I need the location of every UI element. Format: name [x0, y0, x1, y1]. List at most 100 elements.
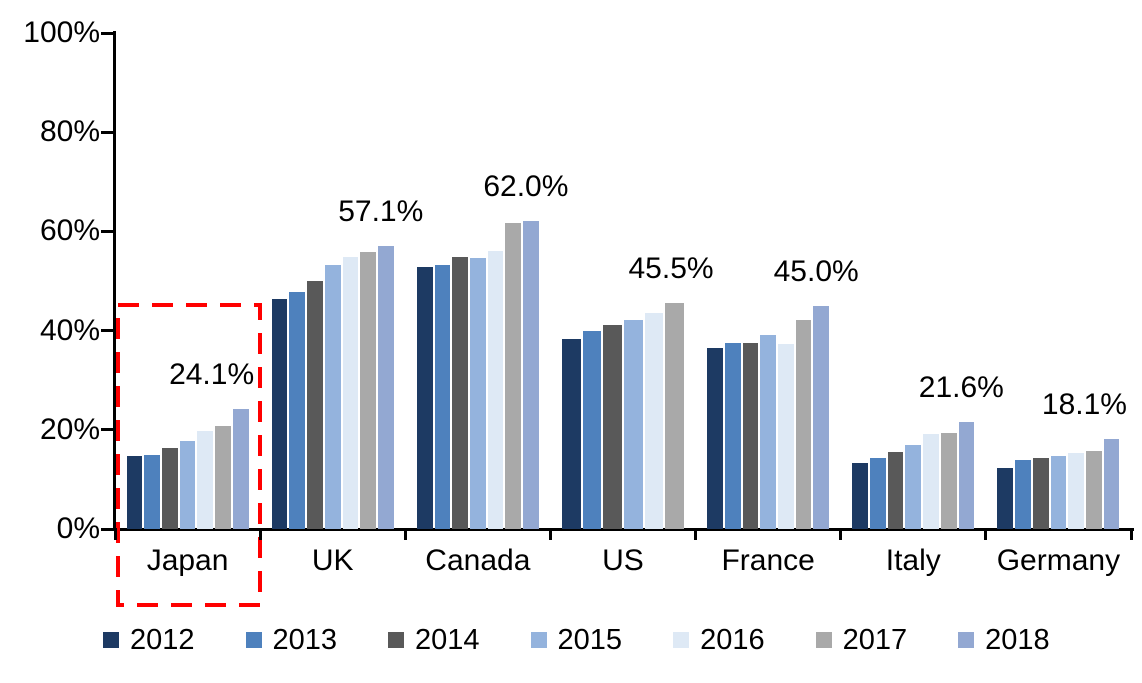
- bar-2016-italy: [923, 433, 939, 529]
- bar-group-uk: 57.1% UK: [260, 33, 423, 577]
- x-tick-mark-3: [548, 528, 552, 540]
- legend-item-2012: 2012: [103, 623, 195, 657]
- bar-group-germany: 18.1% Germany: [986, 33, 1131, 577]
- bars-row-us: [561, 303, 685, 529]
- bar-2012-uk: [271, 299, 288, 529]
- bar-2016-us: [644, 312, 664, 529]
- y-axis-line: [113, 31, 116, 531]
- y-tick-label-100: 100%: [23, 16, 100, 49]
- bar-2018-uk: [378, 245, 394, 529]
- data-label-france: 45.0%: [773, 254, 859, 288]
- bar-2013-japan: [144, 454, 160, 529]
- x-tick-mark-0: [113, 528, 117, 540]
- bar-2016-canada: [487, 251, 504, 529]
- bar-2012-japan: [126, 455, 143, 529]
- y-tick-label-20: 20%: [39, 412, 100, 446]
- bar-2015-uk: [324, 264, 341, 529]
- bar-2015-japan: [179, 440, 196, 529]
- legend-label-2017: 2017: [842, 624, 908, 656]
- data-label-germany: 18.1%: [1041, 388, 1127, 422]
- bar-2012-us: [561, 339, 581, 529]
- legend-label-2016: 2016: [700, 624, 765, 656]
- x-tick-mark-5: [839, 528, 843, 540]
- bar-2013-germany: [1015, 459, 1031, 529]
- bar-2017-germany: [1086, 450, 1102, 529]
- bar-2012-italy: [852, 463, 868, 529]
- bar-2016-france: [778, 343, 794, 529]
- bar-group-us: 45.5% US: [550, 33, 714, 577]
- bar-2018-germany: [1103, 439, 1120, 529]
- bar-2016-germany: [1068, 452, 1084, 529]
- legend-item-2015: 2015: [530, 623, 622, 657]
- bar-2015-us: [624, 319, 643, 529]
- bar-2017-japan: [215, 425, 231, 529]
- bar-2013-canada: [434, 264, 451, 529]
- bar-2017-italy: [940, 432, 957, 529]
- bar-2014-canada: [452, 257, 468, 529]
- bar-2014-us: [603, 324, 622, 529]
- x-axis-line: [113, 528, 1134, 531]
- x-label-uk: UK: [311, 544, 354, 577]
- bar-2017-uk: [360, 252, 377, 529]
- bar-2017-france: [795, 319, 812, 529]
- highlight-box-rect: [116, 303, 262, 607]
- legend-label-2018: 2018: [985, 624, 1050, 656]
- x-tick-mark-2: [403, 528, 407, 540]
- data-label-italy: 21.6%: [918, 370, 1004, 404]
- highlight-box-japan: [116, 303, 262, 607]
- bar-2016-japan: [197, 430, 214, 529]
- data-label-uk: 57.1%: [338, 194, 424, 228]
- bar-2014-france: [742, 342, 759, 529]
- legend-item-2018: 2018: [958, 623, 1050, 657]
- bar-2015-canada: [470, 258, 486, 529]
- bar-2013-france: [724, 342, 741, 529]
- bar-group-japan: 24.1% Japan: [115, 33, 260, 577]
- y-tick-mark-40: [101, 329, 114, 333]
- bar-2018-italy: [958, 421, 975, 529]
- legend-swatch-2018: [958, 632, 975, 648]
- x-tick-mark-1: [258, 528, 262, 540]
- legend: 2012 2013 2014 2015 2016 2017 2018: [103, 623, 1050, 657]
- bar-2014-uk: [307, 281, 323, 529]
- data-label-japan: 24.1%: [169, 358, 255, 392]
- bar-2014-japan: [162, 447, 178, 529]
- x-label-italy: Italy: [885, 544, 941, 577]
- bar-2013-us: [582, 330, 602, 529]
- legend-label-2012: 2012: [130, 624, 195, 656]
- bar-2018-canada: [523, 221, 539, 529]
- bar-2016-uk: [342, 257, 359, 529]
- bar-2014-germany: [1032, 457, 1049, 529]
- legend-swatch-2015: [530, 632, 547, 648]
- x-tick-mark-4: [694, 528, 698, 540]
- x-label-france: France: [721, 544, 815, 577]
- x-tick-mark-6: [984, 528, 988, 540]
- y-tick-mark-0: [101, 527, 114, 531]
- x-label-us: US: [602, 544, 644, 577]
- bars-row-germany: [997, 439, 1120, 529]
- legend-swatch-2014: [388, 632, 405, 648]
- bar-group-canada: 62.0% Canada: [405, 33, 568, 577]
- y-tick-label-80: 80%: [39, 115, 100, 149]
- legend-label-2013: 2013: [272, 624, 338, 656]
- y-tick-label-60: 60%: [39, 214, 100, 248]
- x-tick-mark-7: [1129, 528, 1133, 540]
- y-tick-mark-60: [101, 229, 114, 233]
- bar-2015-germany: [1050, 456, 1067, 529]
- legend-item-2017: 2017: [815, 623, 908, 657]
- bars-row-canada: [416, 221, 539, 529]
- legend-swatch-2016: [673, 632, 690, 648]
- bar-2012-france: [707, 348, 723, 529]
- data-label-us: 45.5%: [628, 252, 714, 286]
- bar-2015-france: [760, 334, 776, 529]
- legend-item-2013: 2013: [245, 623, 338, 657]
- y-tick-label-40: 40%: [39, 313, 100, 347]
- y-tick-mark-100: [101, 31, 114, 35]
- bars-row-italy: [852, 421, 975, 529]
- bar-2018-japan: [232, 409, 249, 529]
- bars-row-uk: [271, 245, 394, 529]
- data-label-canada: 62.0%: [483, 170, 569, 204]
- y-tick-mark-80: [101, 130, 114, 134]
- legend-swatch-2013: [245, 632, 262, 648]
